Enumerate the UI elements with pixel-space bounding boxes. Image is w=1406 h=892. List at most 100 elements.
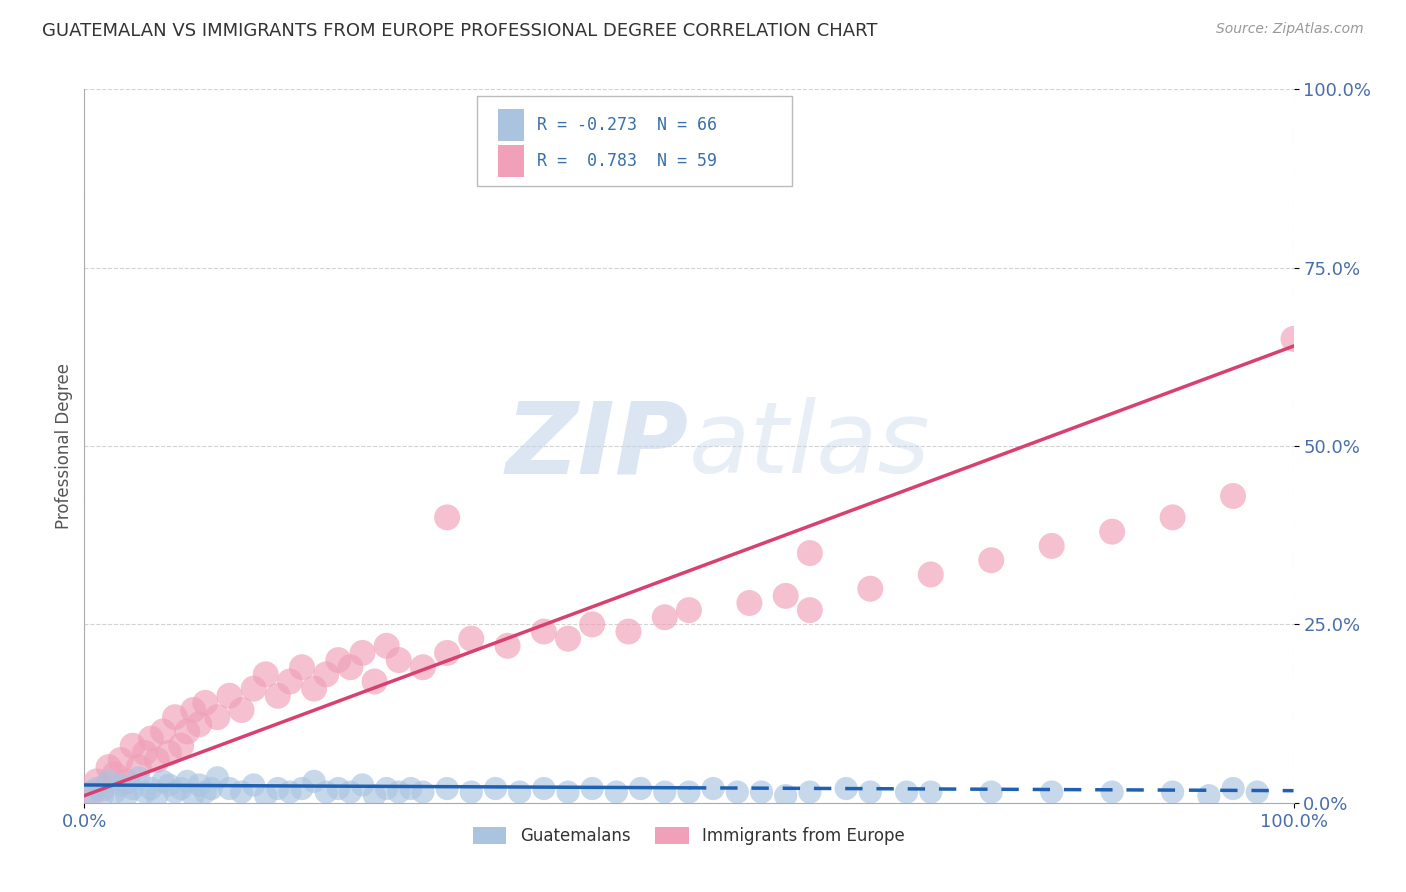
Point	[104, 785, 127, 799]
Point	[207, 771, 229, 785]
Point	[460, 785, 482, 799]
Point	[1101, 524, 1123, 539]
Point	[328, 653, 350, 667]
Point	[315, 667, 337, 681]
Point	[896, 785, 918, 799]
Point	[1198, 789, 1220, 803]
Text: GUATEMALAN VS IMMIGRANTS FROM EUROPE PROFESSIONAL DEGREE CORRELATION CHART: GUATEMALAN VS IMMIGRANTS FROM EUROPE PRO…	[42, 22, 877, 40]
Point	[363, 674, 385, 689]
Point	[920, 567, 942, 582]
Text: R =  0.783  N = 59: R = 0.783 N = 59	[537, 152, 717, 169]
Point	[79, 785, 101, 799]
Point	[509, 785, 531, 799]
Point	[97, 774, 120, 789]
Point	[315, 785, 337, 799]
Point	[218, 689, 240, 703]
Point	[799, 546, 821, 560]
Point	[859, 582, 882, 596]
Point	[231, 703, 253, 717]
Point	[115, 789, 138, 803]
Point	[859, 785, 882, 799]
Point	[388, 785, 411, 799]
Point	[97, 760, 120, 774]
Text: atlas: atlas	[689, 398, 931, 494]
Point	[291, 660, 314, 674]
Point	[254, 789, 277, 803]
Point	[654, 785, 676, 799]
Point	[86, 774, 108, 789]
Point	[533, 781, 555, 796]
Point	[165, 785, 187, 799]
Point	[375, 781, 398, 796]
Point	[302, 681, 325, 696]
Point	[200, 781, 222, 796]
Point	[207, 710, 229, 724]
Point	[678, 785, 700, 799]
Point	[139, 781, 162, 796]
Point	[157, 746, 180, 760]
Point	[157, 778, 180, 792]
Text: R = -0.273  N = 66: R = -0.273 N = 66	[537, 116, 717, 134]
Point	[254, 667, 277, 681]
Legend: Guatemalans, Immigrants from Europe: Guatemalans, Immigrants from Europe	[467, 820, 911, 852]
FancyBboxPatch shape	[478, 96, 792, 186]
Point	[352, 646, 374, 660]
Point	[484, 781, 506, 796]
Point	[533, 624, 555, 639]
Point	[980, 785, 1002, 799]
Point	[146, 789, 169, 803]
Point	[152, 774, 174, 789]
Point	[399, 781, 422, 796]
Point	[134, 746, 156, 760]
Point	[165, 710, 187, 724]
Point	[188, 717, 211, 731]
Text: ZIP: ZIP	[506, 398, 689, 494]
Point	[654, 610, 676, 624]
Point	[231, 785, 253, 799]
Point	[557, 632, 579, 646]
Point	[267, 689, 290, 703]
Point	[110, 778, 132, 792]
Point	[375, 639, 398, 653]
Point	[775, 789, 797, 803]
Point	[79, 789, 101, 803]
Point	[104, 767, 127, 781]
Point	[738, 596, 761, 610]
Point	[152, 724, 174, 739]
Point	[1246, 785, 1268, 799]
Point	[678, 603, 700, 617]
Point	[412, 785, 434, 799]
Point	[617, 624, 640, 639]
Point	[110, 753, 132, 767]
Point	[1040, 539, 1063, 553]
FancyBboxPatch shape	[498, 109, 524, 141]
Point	[1040, 785, 1063, 799]
Point	[278, 674, 301, 689]
Point	[176, 774, 198, 789]
Point	[91, 789, 114, 803]
Point	[557, 785, 579, 799]
Point	[1282, 332, 1305, 346]
Point	[1161, 785, 1184, 799]
Point	[218, 781, 240, 796]
Point	[121, 739, 143, 753]
Point	[1161, 510, 1184, 524]
Point	[363, 789, 385, 803]
Point	[799, 785, 821, 799]
Y-axis label: Professional Degree: Professional Degree	[55, 363, 73, 529]
Point	[242, 681, 264, 696]
Point	[181, 789, 204, 803]
Point	[920, 785, 942, 799]
Point	[339, 785, 361, 799]
Point	[291, 781, 314, 796]
Point	[278, 785, 301, 799]
Point	[1222, 489, 1244, 503]
Point	[460, 632, 482, 646]
Point	[115, 774, 138, 789]
Point	[328, 781, 350, 796]
Point	[194, 696, 217, 710]
Point	[1101, 785, 1123, 799]
Point	[1222, 781, 1244, 796]
Point	[128, 760, 150, 774]
Point	[128, 771, 150, 785]
